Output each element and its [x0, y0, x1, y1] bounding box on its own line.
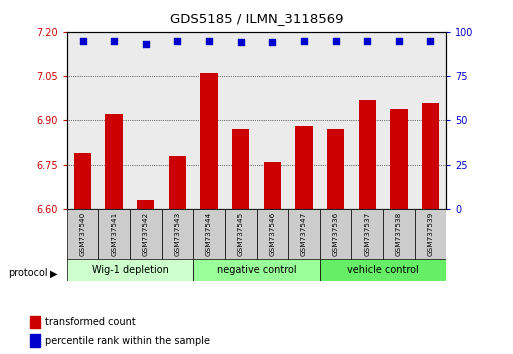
Point — [205, 38, 213, 44]
Bar — [201, 73, 218, 209]
Point — [331, 38, 340, 44]
Point — [173, 38, 182, 44]
Point — [300, 38, 308, 44]
Text: ▶: ▶ — [50, 268, 58, 278]
Bar — [390, 109, 407, 209]
Point — [142, 41, 150, 47]
Point — [236, 40, 245, 45]
Text: GSM737539: GSM737539 — [427, 211, 433, 256]
Bar — [30, 316, 41, 328]
Bar — [422, 103, 439, 209]
Text: GSM737541: GSM737541 — [111, 211, 117, 256]
Text: GSM737544: GSM737544 — [206, 211, 212, 256]
Bar — [98, 209, 130, 260]
Bar — [383, 209, 415, 260]
Bar — [67, 259, 193, 281]
Text: GSM737536: GSM737536 — [332, 211, 339, 256]
Text: transformed count: transformed count — [45, 317, 136, 327]
Bar — [67, 209, 98, 260]
Bar — [106, 114, 123, 209]
Bar — [295, 126, 312, 209]
Bar — [327, 129, 344, 209]
Bar — [169, 156, 186, 209]
Bar — [351, 209, 383, 260]
Text: GSM737545: GSM737545 — [238, 211, 244, 256]
Text: GSM737547: GSM737547 — [301, 211, 307, 256]
Bar — [232, 129, 249, 209]
Bar — [225, 209, 256, 260]
Bar — [320, 209, 351, 260]
Text: GSM737546: GSM737546 — [269, 211, 275, 256]
Bar — [130, 209, 162, 260]
Point — [394, 38, 403, 44]
Text: negative control: negative control — [216, 266, 297, 275]
Point — [78, 38, 87, 44]
Point — [268, 40, 277, 45]
Bar — [288, 209, 320, 260]
Bar — [264, 162, 281, 209]
Bar — [256, 209, 288, 260]
Bar — [359, 100, 376, 209]
Text: GDS5185 / ILMN_3118569: GDS5185 / ILMN_3118569 — [170, 12, 343, 25]
Text: GSM737538: GSM737538 — [396, 211, 402, 256]
Bar — [74, 153, 91, 209]
Text: GSM737542: GSM737542 — [143, 211, 149, 256]
Text: percentile rank within the sample: percentile rank within the sample — [45, 336, 210, 346]
Text: GSM737537: GSM737537 — [364, 211, 370, 256]
Bar — [415, 209, 446, 260]
Bar — [320, 259, 446, 281]
Text: GSM737540: GSM737540 — [80, 211, 86, 256]
Text: GSM737543: GSM737543 — [174, 211, 181, 256]
Point — [363, 38, 371, 44]
Point — [426, 38, 435, 44]
Text: Wig-1 depletion: Wig-1 depletion — [91, 266, 168, 275]
Bar — [137, 200, 154, 209]
Bar — [193, 209, 225, 260]
Text: vehicle control: vehicle control — [347, 266, 419, 275]
Point — [110, 38, 118, 44]
Bar — [162, 209, 193, 260]
Bar — [30, 335, 41, 347]
Text: protocol: protocol — [8, 268, 47, 278]
Bar — [193, 259, 320, 281]
